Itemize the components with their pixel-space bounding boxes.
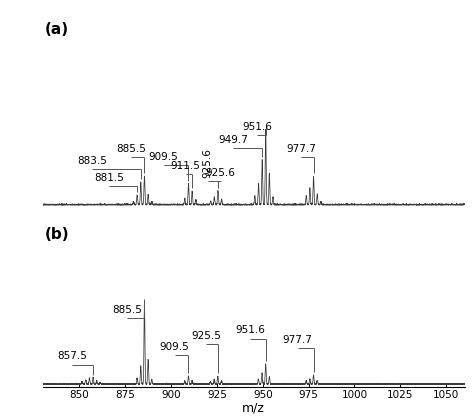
Text: 977.7: 977.7 [286,144,316,154]
Text: 881.5: 881.5 [94,173,124,183]
Text: 951.6: 951.6 [235,325,265,335]
Text: 925.5: 925.5 [191,331,221,341]
Text: 977.7: 977.7 [283,335,312,345]
Text: 909.5: 909.5 [149,152,179,162]
Text: (b): (b) [45,227,69,242]
Text: 857.5: 857.5 [57,352,87,362]
Text: 909.5: 909.5 [160,342,190,352]
Text: 885.5: 885.5 [116,144,146,154]
Text: 885.5: 885.5 [112,305,142,315]
Text: 949.7: 949.7 [219,135,248,145]
X-axis label: m/z: m/z [242,401,265,414]
Text: 883.5: 883.5 [77,156,107,166]
Text: 925.6: 925.6 [206,168,236,178]
Text: 951.6: 951.6 [242,122,272,132]
Text: 911.5: 911.5 [171,161,201,171]
Text: 925.6: 925.6 [203,148,213,178]
Text: (a): (a) [45,22,69,37]
